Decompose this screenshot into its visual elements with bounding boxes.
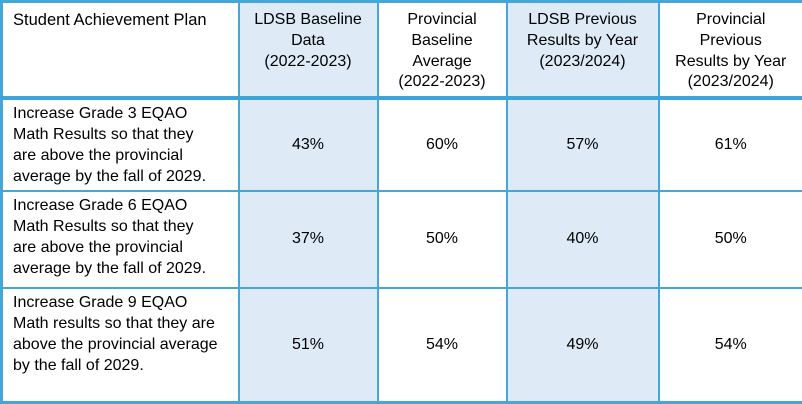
value-cell-grade3-ldsb-previous: 57% <box>505 96 660 193</box>
value-cell-grade6-provincial-previous: 50% <box>657 190 802 289</box>
table-body: Increase Grade 3 EQAO Math Results so th… <box>0 96 802 404</box>
table-row-grade-3: Increase Grade 3 EQAO Math Results so th… <box>0 96 802 193</box>
goal-cell-grade-6: Increase Grade 6 EQAO Math Results so th… <box>0 190 240 289</box>
header-row: Student Achievement Plan LDSB Baseline D… <box>0 0 802 100</box>
header-ldsb-previous-results: LDSB Previous Results by Year (2023/2024… <box>505 0 660 100</box>
goal-cell-grade-9: Increase Grade 9 EQAO Math results so th… <box>0 286 240 404</box>
header-provincial-previous-results: Provincial Previous Results by Year (202… <box>657 0 802 100</box>
value-cell-grade6-ldsb-previous: 40% <box>505 190 660 289</box>
value-cell-grade3-provincial-baseline: 60% <box>376 96 508 193</box>
value-cell-grade6-provincial-baseline: 50% <box>376 190 508 289</box>
header-provincial-baseline-average: Provincial Baseline Average (2022-2023) <box>376 0 508 100</box>
value-cell-grade9-ldsb-baseline: 51% <box>237 286 379 404</box>
value-cell-grade9-provincial-previous: 54% <box>657 286 802 404</box>
table-row-grade-9: Increase Grade 9 EQAO Math results so th… <box>0 286 802 404</box>
table-row-grade-6: Increase Grade 6 EQAO Math Results so th… <box>0 190 802 289</box>
value-cell-grade9-provincial-baseline: 54% <box>376 286 508 404</box>
value-cell-grade3-ldsb-baseline: 43% <box>237 96 379 193</box>
value-cell-grade3-provincial-previous: 61% <box>657 96 802 193</box>
header-ldsb-baseline-data: LDSB Baseline Data (2022-2023) <box>237 0 379 100</box>
header-student-achievement-plan: Student Achievement Plan <box>0 0 240 100</box>
goal-cell-grade-3: Increase Grade 3 EQAO Math Results so th… <box>0 96 240 193</box>
table-header: Student Achievement Plan LDSB Baseline D… <box>0 0 802 100</box>
value-cell-grade6-ldsb-baseline: 37% <box>237 190 379 289</box>
value-cell-grade9-ldsb-previous: 49% <box>505 286 660 404</box>
